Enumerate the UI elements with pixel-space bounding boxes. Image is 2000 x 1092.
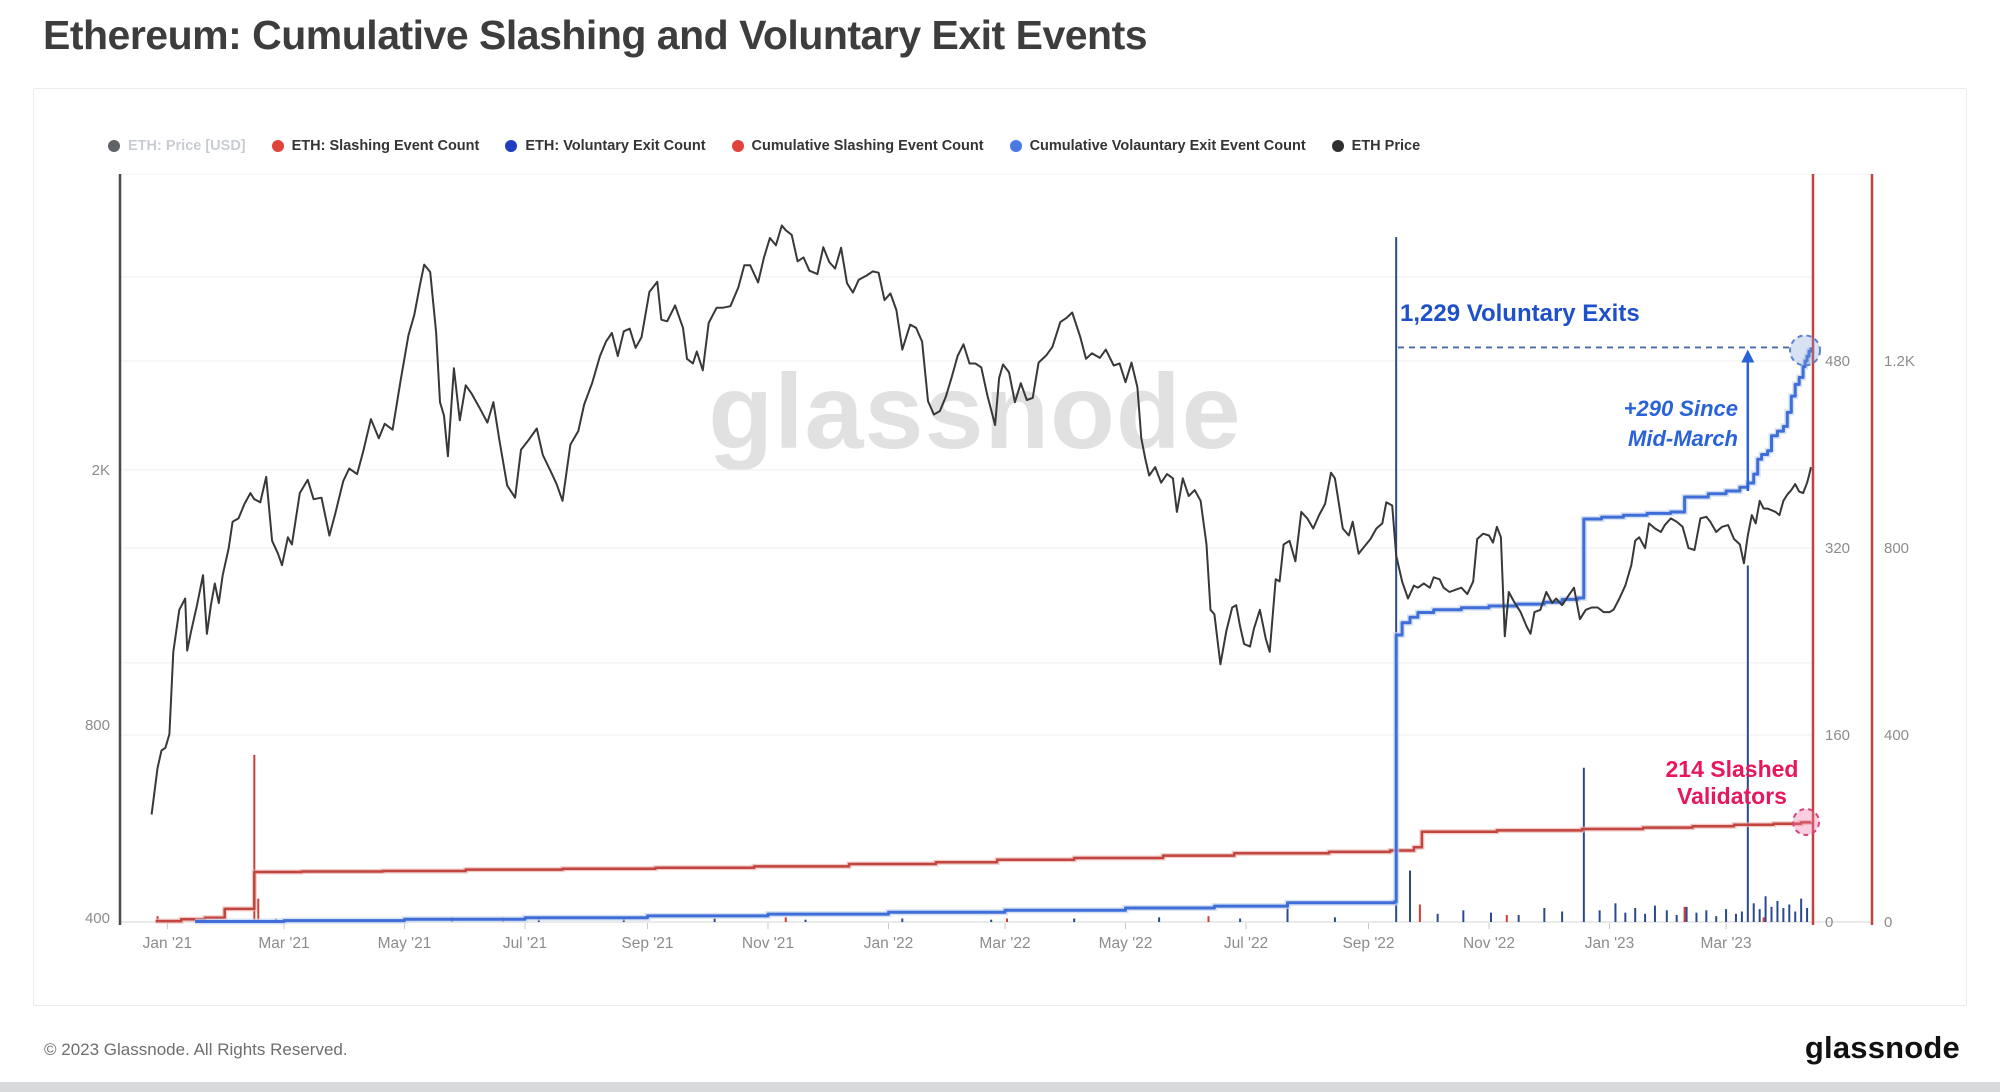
x-tick-label: May '22 [1099,935,1153,952]
legend-item-2[interactable]: ETH: Voluntary Exit Count [505,138,706,154]
event-count-axis-label: 160 [1825,727,1850,744]
legend-dot-icon [1331,140,1344,152]
x-tick-label: May '21 [378,935,432,952]
legend: ETH: Price [USD] ETH: Slashing Event Coun… [108,138,1420,154]
x-tick-label: Nov '22 [1463,935,1515,952]
glassnode-logo[interactable]: glassnode [1804,1030,1960,1065]
cumulative-line-halo [195,347,1814,925]
legend-item-4[interactable]: Cumulative Volauntary Exit Event Count [1009,138,1306,154]
eth-price-line [150,224,1812,815]
price-axis-label: 2K [92,462,110,479]
chart-title: Ethereum: Cumulative Slashing and Volunt… [43,12,1148,58]
bottom-strip [0,1082,2000,1092]
copyright-text: © 2023 Glassnode. All Rights Reserved. [44,1040,348,1059]
x-tick-label: Mar '23 [1700,935,1751,952]
price-axis-label: 800 [85,717,110,734]
legend-item-label: Cumulative Slashing Event Count [751,138,984,154]
legend-item-label: ETH: Price [USD] [128,138,246,154]
x-tick-label: Jan '21 [143,935,193,952]
cumulative-axis-label: 800 [1884,540,1909,557]
legend-item-1[interactable]: ETH: Slashing Event Count [271,138,480,154]
legend-dot-icon [108,140,120,152]
legend-item-label: Cumulative Volauntary Exit Event Count [1029,138,1306,154]
event-count-axis-label: 480 [1825,353,1850,370]
legend-dot-icon [505,140,518,152]
cumulative-axis-label: 1.2K [1884,353,1915,370]
x-tick-label: Mar '21 [258,935,309,952]
price-axis-label: 400 [85,910,110,927]
x-tick-label: Jul '21 [503,935,547,952]
x-tick-label: Mar '22 [979,935,1030,952]
legend-dot-icon [271,140,284,152]
legend-item-5[interactable]: ETH Price [1331,138,1421,154]
event-count-axis-label: 320 [1825,540,1850,557]
cumulative-axis-label: 0 [1884,914,1892,931]
exits-arrowhead-icon [1741,349,1755,363]
x-tick-label: Nov '21 [742,935,794,952]
exits-highlight-circle [1789,334,1822,367]
cumulative-axis-label: 400 [1884,727,1909,744]
cumulative-slashing-line [155,821,1813,923]
x-tick-label: Sep '22 [1342,935,1394,952]
legend-item-3[interactable]: Cumulative Slashing Event Count [731,138,984,154]
event-count-axis-label: 0 [1825,914,1833,931]
legend-dot-icon [1009,140,1022,152]
legend-item-label: ETH Price [1351,138,1421,154]
legend-dot-icon [731,140,744,152]
x-tick-label: Sep '21 [621,935,673,952]
x-tick-label: Jul '22 [1224,935,1268,952]
x-tick-label: Jan '22 [864,935,914,952]
slashed-highlight-circle [1792,807,1821,836]
legend-item-0[interactable]: ETH: Price [USD] [108,138,246,154]
cumulative-exits-line [195,347,1813,923]
legend-item-label: ETH: Slashing Event Count [291,138,480,154]
legend-item-label: ETH: Voluntary Exit Count [525,138,706,154]
x-tick-label: Jan '23 [1585,935,1635,952]
